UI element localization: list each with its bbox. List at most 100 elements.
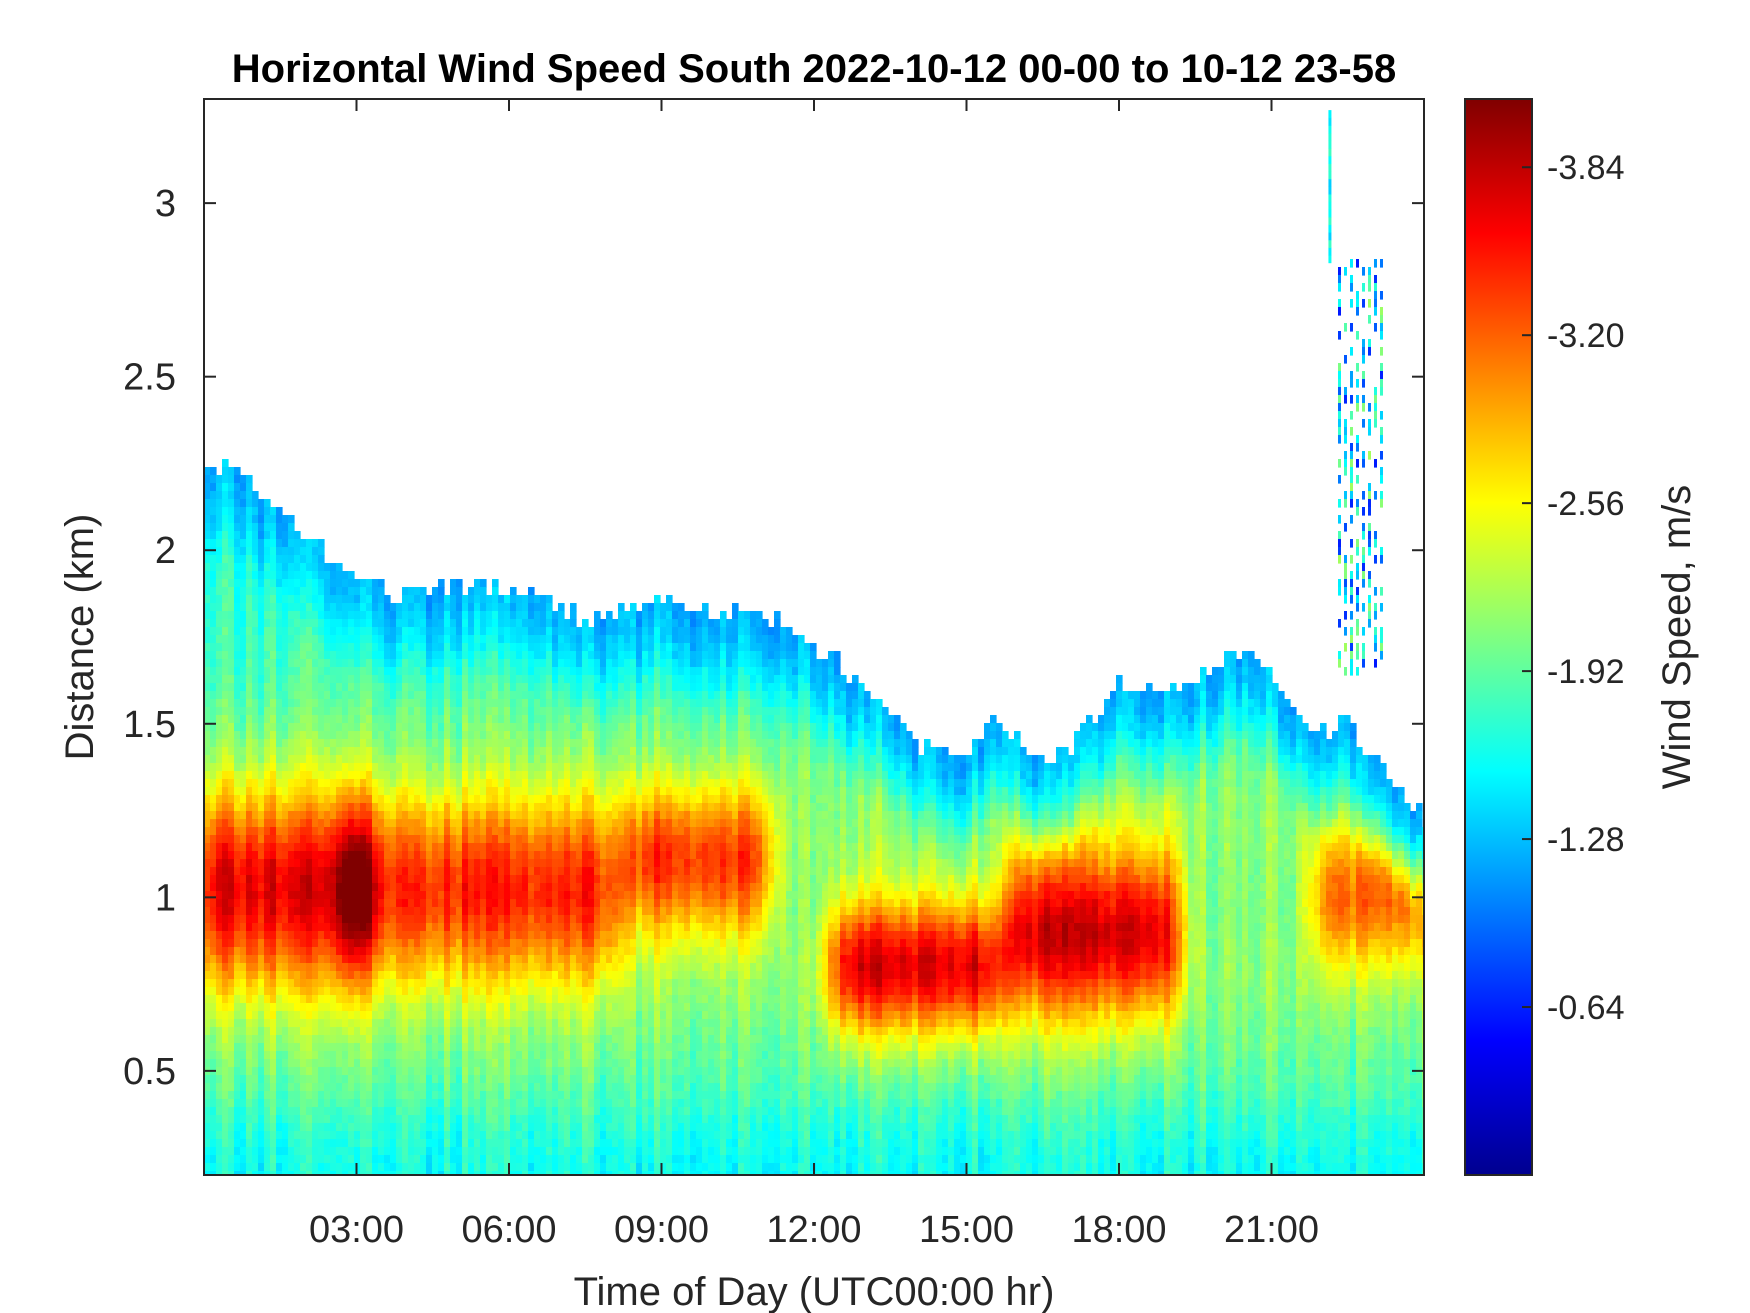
heatmap-cell	[396, 923, 403, 932]
heatmap-cell	[354, 707, 361, 716]
heatmap-cell	[216, 475, 223, 484]
heatmap-cell	[378, 1027, 385, 1036]
heatmap-cell	[498, 1131, 505, 1140]
heatmap-cell	[270, 1107, 277, 1116]
heatmap-cell	[366, 915, 373, 924]
heatmap-cell	[504, 635, 511, 644]
heatmap-cell	[480, 1035, 487, 1044]
heatmap-cell	[546, 1099, 553, 1108]
heatmap-cell	[558, 1083, 565, 1092]
heatmap-cell	[402, 955, 409, 964]
heatmap-cell	[204, 739, 211, 748]
heatmap-cell	[402, 683, 409, 692]
heatmap-cell	[306, 1027, 313, 1036]
heatmap-cell	[540, 883, 547, 892]
heatmap-cell	[276, 531, 283, 540]
heatmap-cell	[492, 643, 499, 652]
heatmap-cell	[300, 587, 307, 596]
heatmap-cell	[558, 1011, 565, 1020]
heatmap-cell	[564, 1059, 571, 1068]
heatmap-cell	[258, 643, 265, 652]
heatmap-cell	[216, 1099, 223, 1108]
heatmap-cell	[480, 715, 487, 724]
heatmap-cell	[444, 995, 451, 1004]
heatmap-cell	[372, 987, 379, 996]
heatmap-cell	[366, 931, 373, 940]
heatmap-cell	[336, 779, 343, 788]
heatmap-cell	[300, 659, 307, 668]
heatmap-cell	[354, 1139, 361, 1148]
heatmap-cell	[348, 1003, 355, 1012]
heatmap-cell	[516, 859, 523, 868]
heatmap-cell	[528, 595, 535, 604]
heatmap-cell	[342, 1171, 349, 1175]
heatmap-cell	[294, 1163, 301, 1172]
heatmap-cell	[498, 931, 505, 940]
heatmap-cell	[498, 643, 505, 652]
heatmap-cell	[450, 907, 457, 916]
heatmap-cell	[354, 1107, 361, 1116]
heatmap-cell	[372, 595, 379, 604]
heatmap-cell	[516, 971, 523, 980]
heatmap-cell	[582, 875, 589, 884]
heatmap-cell	[510, 971, 517, 980]
heatmap-cell	[570, 691, 577, 700]
heatmap-cell	[462, 1083, 469, 1092]
heatmap-cell	[204, 1091, 211, 1100]
heatmap-cell	[468, 963, 475, 972]
heatmap-cell	[450, 963, 457, 972]
heatmap-cell	[336, 1051, 343, 1060]
heatmap-cell	[288, 851, 295, 860]
heatmap-cell	[312, 803, 319, 812]
heatmap-cell	[528, 1011, 535, 1020]
heatmap-cell	[330, 1067, 337, 1076]
heatmap-cell	[558, 1171, 565, 1175]
heatmap-cell	[276, 1019, 283, 1028]
heatmap-cell	[462, 675, 469, 684]
heatmap-cell	[288, 931, 295, 940]
heatmap-cell	[252, 971, 259, 980]
heatmap-cell	[348, 699, 355, 708]
heatmap-cell	[420, 595, 427, 604]
heatmap-cell	[492, 1083, 499, 1092]
heatmap-cell	[288, 715, 295, 724]
heatmap-cell	[234, 923, 241, 932]
heatmap-cell	[522, 747, 529, 756]
heatmap-cell	[534, 923, 541, 932]
heatmap-cell	[204, 691, 211, 700]
heatmap-cell	[474, 1027, 481, 1036]
heatmap-cell	[330, 979, 337, 988]
heatmap-cell	[474, 603, 481, 612]
heatmap-cell	[240, 715, 247, 724]
heatmap-cell	[480, 859, 487, 868]
heatmap-cell	[228, 595, 235, 604]
heatmap-cell	[540, 955, 547, 964]
heatmap-cell	[432, 779, 439, 788]
heatmap-cell	[324, 1171, 331, 1175]
heatmap-cell	[336, 1099, 343, 1108]
heatmap-cell	[492, 731, 499, 740]
heatmap-cell	[480, 1011, 487, 1020]
heatmap-cell	[522, 923, 529, 932]
heatmap-cell	[216, 1075, 223, 1084]
heatmap-cell	[564, 955, 571, 964]
heatmap-cell	[426, 747, 433, 756]
heatmap-cell	[318, 667, 325, 676]
heatmap-cell	[288, 963, 295, 972]
heatmap-cell	[402, 875, 409, 884]
heatmap-cell	[528, 1131, 535, 1140]
heatmap-cell	[528, 1075, 535, 1084]
heatmap-cell	[366, 891, 373, 900]
heatmap-cell	[252, 1035, 259, 1044]
heatmap-cell	[360, 1131, 367, 1140]
heatmap-cell	[480, 851, 487, 860]
heatmap-cell	[288, 563, 295, 572]
heatmap-cell	[390, 779, 397, 788]
heatmap-cell	[240, 867, 247, 876]
heatmap-cell	[366, 723, 373, 732]
heatmap-cell	[408, 635, 415, 644]
heatmap-cell	[468, 1091, 475, 1100]
heatmap-cell	[552, 1075, 559, 1084]
heatmap-cell	[540, 1099, 547, 1108]
heatmap-cell	[318, 1011, 325, 1020]
